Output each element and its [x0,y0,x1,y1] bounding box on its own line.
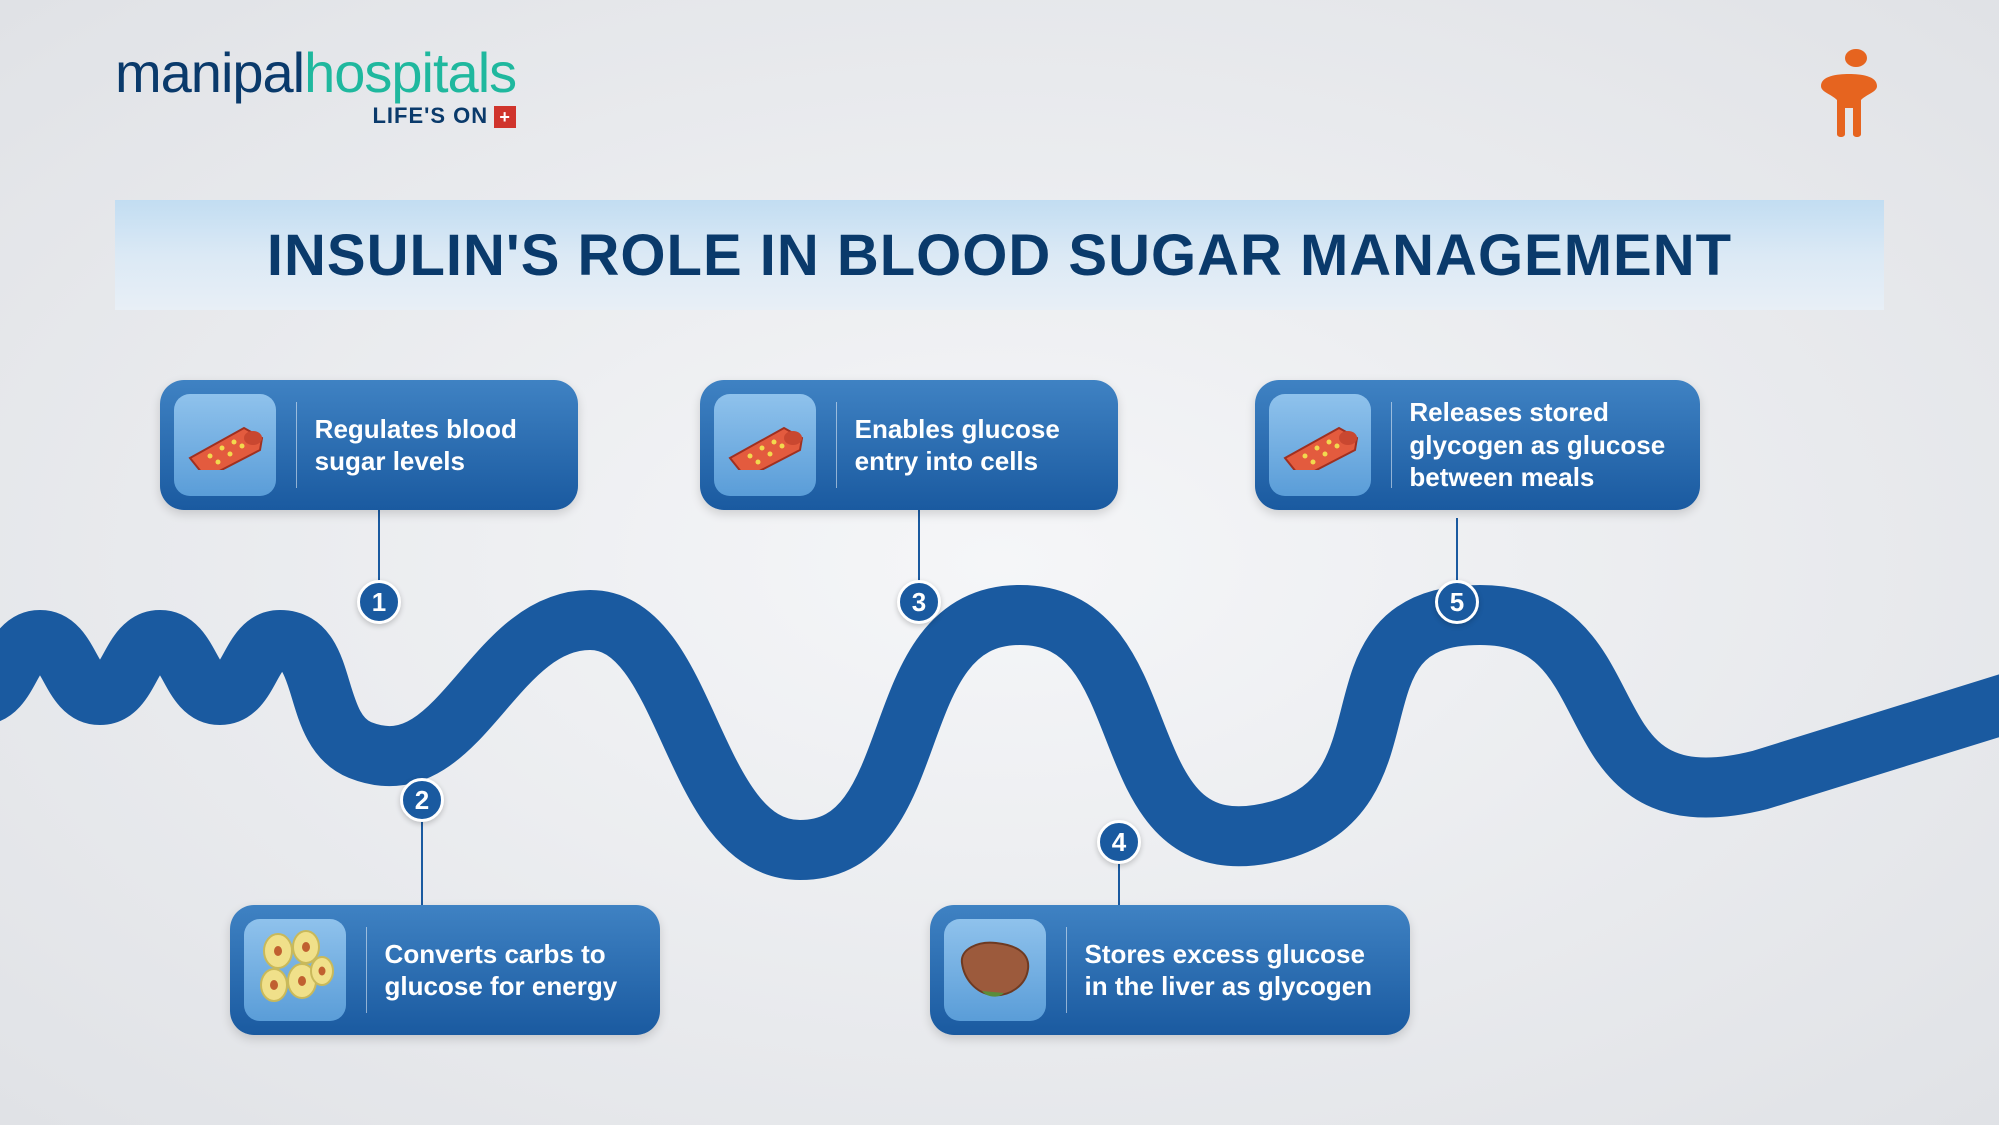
liver-icon [944,919,1046,1021]
card-step-4: Stores excess glucose in the liver as gl… [930,905,1410,1035]
card-text-1: Regulates blood sugar levels [315,413,556,478]
badge-5: 5 [1435,580,1479,624]
card-text-5: Releases stored glycogen as glucose betw… [1409,396,1678,494]
badge-2: 2 [400,778,444,822]
brand-figure-icon [1809,48,1889,143]
connector-2 [421,820,423,910]
connector-4 [1118,862,1120,910]
card-text-3: Enables glucose entry into cells [855,413,1096,478]
vessel-icon [714,394,816,496]
page-title: INSULIN'S ROLE IN BLOOD SUGAR MANAGEMENT [267,222,1732,289]
badge-1: 1 [357,580,401,624]
vessel-icon [174,394,276,496]
title-bar: INSULIN'S ROLE IN BLOOD SUGAR MANAGEMENT [115,200,1884,310]
vessel-icon [1269,394,1371,496]
badge-3: 3 [897,580,941,624]
card-divider [366,927,367,1013]
cells-icon [244,919,346,1021]
plus-icon: + [494,106,516,128]
connector-3 [918,510,920,590]
card-divider [836,402,837,488]
logo-word-1: manipal [115,41,304,104]
logo-word-2: hospitals [304,41,516,104]
logo: manipalhospitals LIFE'S ON+ [115,40,516,129]
card-step-3: Enables glucose entry into cells [700,380,1118,510]
card-step-5: Releases stored glycogen as glucose betw… [1255,380,1700,510]
logo-tagline: LIFE'S ON+ [115,103,516,129]
card-divider [296,402,297,488]
card-text-4: Stores excess glucose in the liver as gl… [1085,938,1388,1003]
card-step-1: Regulates blood sugar levels [160,380,578,510]
card-divider [1066,927,1067,1013]
logo-wordmark: manipalhospitals [115,40,516,105]
badge-4: 4 [1097,820,1141,864]
card-step-2: Converts carbs to glucose for energy [230,905,660,1035]
card-text-2: Converts carbs to glucose for energy [385,938,638,1003]
connector-1 [378,510,380,590]
